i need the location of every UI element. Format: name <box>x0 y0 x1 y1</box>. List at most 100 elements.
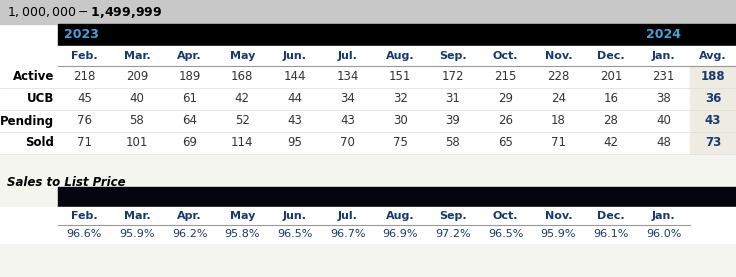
Text: 101: 101 <box>126 137 148 150</box>
Text: Feb.: Feb. <box>71 211 98 221</box>
Bar <box>690 66 736 88</box>
Bar <box>690 110 736 132</box>
Text: 168: 168 <box>231 71 253 83</box>
Text: UCB: UCB <box>26 93 54 106</box>
Text: 172: 172 <box>442 71 464 83</box>
Text: Jul.: Jul. <box>338 51 358 61</box>
Text: 114: 114 <box>231 137 254 150</box>
Text: Oct.: Oct. <box>493 211 518 221</box>
Text: Sep.: Sep. <box>439 51 467 61</box>
Text: 16: 16 <box>604 93 618 106</box>
Bar <box>0 46 736 66</box>
Text: Avg.: Avg. <box>699 51 727 61</box>
Text: 43: 43 <box>288 114 302 127</box>
Bar <box>0 207 736 225</box>
Text: 52: 52 <box>235 114 250 127</box>
Text: 43: 43 <box>340 114 355 127</box>
Text: 29: 29 <box>498 93 513 106</box>
Text: 96.2%: 96.2% <box>172 229 208 239</box>
Text: 96.7%: 96.7% <box>330 229 365 239</box>
Text: 96.6%: 96.6% <box>67 229 102 239</box>
Text: 231: 231 <box>653 71 675 83</box>
Text: 40: 40 <box>657 114 671 127</box>
Text: 95.9%: 95.9% <box>540 229 576 239</box>
Text: 28: 28 <box>604 114 618 127</box>
Text: 44: 44 <box>288 93 302 106</box>
Text: 39: 39 <box>445 114 461 127</box>
Text: 71: 71 <box>551 137 566 150</box>
Text: 151: 151 <box>389 71 411 83</box>
Text: 76: 76 <box>77 114 92 127</box>
Text: 96.1%: 96.1% <box>593 229 629 239</box>
Text: 64: 64 <box>183 114 197 127</box>
Text: 42: 42 <box>604 137 618 150</box>
Text: Pending: Pending <box>0 114 54 127</box>
Text: 42: 42 <box>235 93 250 106</box>
Text: 97.2%: 97.2% <box>435 229 471 239</box>
Text: 144: 144 <box>284 71 306 83</box>
Text: 2024: 2024 <box>646 29 681 42</box>
Bar <box>0 0 736 24</box>
Text: 73: 73 <box>705 137 721 150</box>
Text: May: May <box>230 51 255 61</box>
Text: 31: 31 <box>445 93 461 106</box>
Text: 209: 209 <box>126 71 148 83</box>
Bar <box>690 88 736 110</box>
Text: Jan.: Jan. <box>652 211 676 221</box>
Text: 218: 218 <box>73 71 96 83</box>
Text: 75: 75 <box>393 137 408 150</box>
Text: 95: 95 <box>288 137 302 150</box>
Text: 32: 32 <box>393 93 408 106</box>
Text: 48: 48 <box>657 137 671 150</box>
Text: 38: 38 <box>657 93 671 106</box>
Text: Sales to List Price: Sales to List Price <box>7 176 126 189</box>
Text: Feb.: Feb. <box>71 51 98 61</box>
Text: 34: 34 <box>340 93 355 106</box>
Bar <box>0 225 736 243</box>
Text: 96.5%: 96.5% <box>488 229 523 239</box>
Text: 69: 69 <box>183 137 197 150</box>
Text: 201: 201 <box>600 71 622 83</box>
Text: Aug.: Aug. <box>386 51 414 61</box>
Text: Mar.: Mar. <box>124 51 150 61</box>
Text: 18: 18 <box>551 114 566 127</box>
Text: 188: 188 <box>701 71 725 83</box>
Text: 189: 189 <box>178 71 201 83</box>
Text: Dec.: Dec. <box>597 211 625 221</box>
Text: 70: 70 <box>340 137 355 150</box>
Text: 58: 58 <box>445 137 461 150</box>
Text: 95.8%: 95.8% <box>224 229 260 239</box>
Text: Oct.: Oct. <box>493 51 518 61</box>
Text: 58: 58 <box>130 114 144 127</box>
Text: Jan.: Jan. <box>652 51 676 61</box>
Text: Active: Active <box>13 71 54 83</box>
Text: Jun.: Jun. <box>283 51 307 61</box>
Bar <box>58 24 736 46</box>
Text: Sep.: Sep. <box>439 211 467 221</box>
Text: Mar.: Mar. <box>124 211 150 221</box>
Text: 2023: 2023 <box>64 29 99 42</box>
Bar <box>58 187 736 207</box>
Text: 43: 43 <box>705 114 721 127</box>
Text: 134: 134 <box>336 71 359 83</box>
Text: May: May <box>230 211 255 221</box>
Text: 228: 228 <box>547 71 570 83</box>
Text: 96.9%: 96.9% <box>383 229 418 239</box>
Text: 71: 71 <box>77 137 92 150</box>
Text: Nov.: Nov. <box>545 51 572 61</box>
Bar <box>690 132 736 154</box>
Text: 26: 26 <box>498 114 513 127</box>
Text: Dec.: Dec. <box>597 51 625 61</box>
Text: 96.0%: 96.0% <box>646 229 682 239</box>
Text: 40: 40 <box>130 93 144 106</box>
Text: 45: 45 <box>77 93 92 106</box>
Text: 96.5%: 96.5% <box>277 229 313 239</box>
Text: 61: 61 <box>183 93 197 106</box>
Bar <box>0 0 736 154</box>
Text: 65: 65 <box>498 137 513 150</box>
Text: Apr.: Apr. <box>177 51 202 61</box>
Text: 24: 24 <box>551 93 566 106</box>
Text: Nov.: Nov. <box>545 211 572 221</box>
Text: Jun.: Jun. <box>283 211 307 221</box>
Text: 30: 30 <box>393 114 408 127</box>
